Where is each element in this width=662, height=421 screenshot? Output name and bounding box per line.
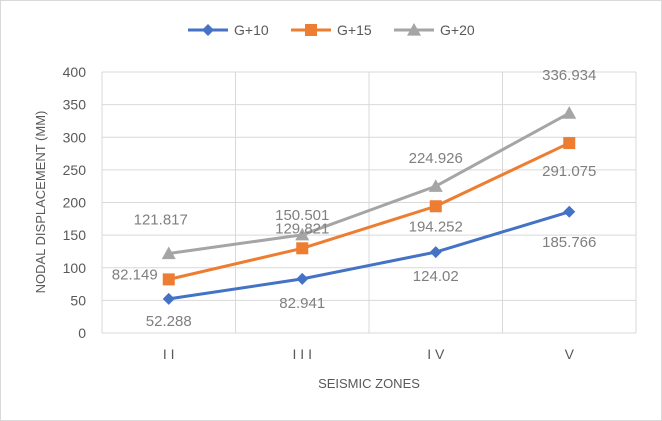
y-axis-title: NODAL DISPLACEMENT (MM) — [33, 111, 48, 294]
data-label-g20: 336.934 — [542, 67, 596, 84]
data-label-g10: 124.02 — [413, 268, 459, 285]
data-point-g10 — [162, 292, 175, 305]
series-lines — [167, 111, 571, 301]
data-point-g10 — [563, 205, 576, 218]
data-point-g10 — [296, 272, 309, 285]
data-point-g20 — [562, 106, 577, 119]
data-point-g20 — [295, 227, 310, 241]
legend-marker-g10 — [202, 24, 214, 36]
data-label-g10: 185.766 — [542, 234, 596, 251]
y-axis-ticks: 0 50 100 150 200 250 300 350 400 — [63, 64, 87, 341]
y-tick-label: 100 — [63, 260, 87, 276]
data-point-g20 — [161, 246, 176, 260]
data-label-g20: 121.817 — [134, 212, 188, 229]
data-label-g15: 82.149 — [112, 266, 158, 283]
series-markers — [161, 106, 577, 305]
y-tick-label: 50 — [70, 292, 86, 308]
data-point-g15 — [429, 200, 442, 213]
data-label-g15: 194.252 — [409, 218, 463, 235]
data-label-g10: 82.941 — [279, 295, 325, 312]
y-tick-label: 200 — [63, 195, 87, 211]
y-tick-label: 150 — [63, 227, 87, 243]
data-label-g20: 150.501 — [275, 207, 329, 224]
data-label-g20: 224.926 — [409, 150, 463, 167]
legend-marker-g20 — [407, 23, 421, 36]
legend: G+10 G+15 G+20 — [188, 22, 475, 38]
gridlines — [101, 71, 637, 334]
data-point-g15 — [162, 273, 175, 286]
y-tick-label: 300 — [63, 129, 87, 145]
x-axis-title: SEISMIC ZONES — [318, 376, 420, 391]
data-labels: 52.288 82.941 124.02 185.766 82.149 129.821 19… — [112, 67, 597, 330]
legend-label-g10: G+10 — [234, 22, 269, 38]
data-point-g10 — [429, 246, 442, 259]
data-label-g10: 52.288 — [146, 313, 192, 330]
y-tick-label: 400 — [63, 64, 87, 80]
data-label-g15: 129.821 — [275, 220, 329, 237]
x-tick-label: I V — [427, 346, 445, 362]
data-point-g20 — [428, 179, 443, 192]
y-tick-label: 350 — [63, 97, 87, 113]
series-line-g10 — [167, 210, 571, 301]
y-tick-label: 0 — [78, 325, 86, 341]
y-tick-label: 250 — [63, 162, 87, 178]
data-point-g15 — [296, 242, 309, 255]
x-tick-label: I I I — [293, 346, 312, 362]
x-tick-label: I I — [163, 346, 175, 362]
x-tick-label: V — [565, 346, 575, 362]
legend-marker-g15 — [305, 24, 317, 36]
legend-label-g15: G+15 — [337, 22, 372, 38]
data-label-g15: 291.075 — [542, 163, 596, 180]
series-line-g20 — [167, 111, 571, 256]
legend-label-g20: G+20 — [440, 22, 475, 38]
series-line-g15 — [167, 141, 571, 281]
data-point-g15 — [563, 137, 576, 150]
